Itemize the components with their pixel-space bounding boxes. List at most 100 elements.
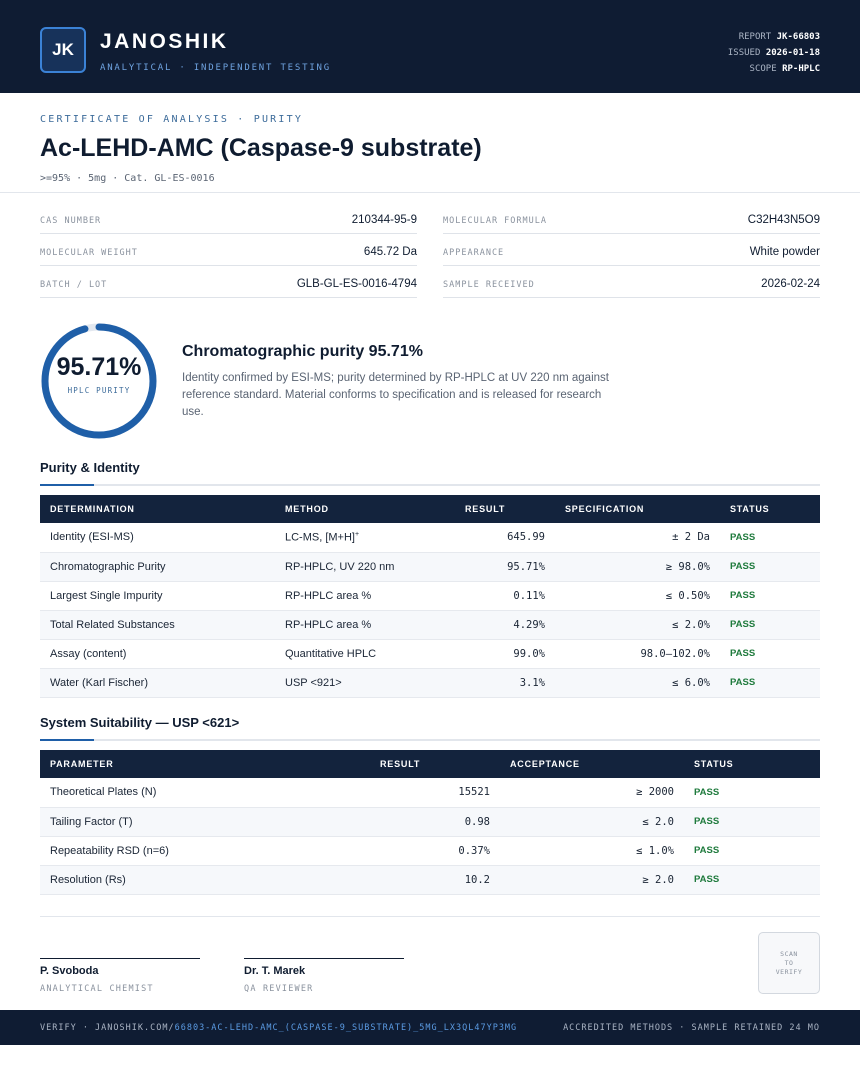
- signature-line: [244, 958, 404, 959]
- cell-spec: 98.0–102.0%: [555, 639, 720, 669]
- table-row: Water (Karl Fischer) USP <921> 3.1% ≤ 6.…: [40, 668, 820, 698]
- info-key: BATCH / LOT: [40, 280, 108, 290]
- verify-text: VERIFY · JANOSHIK.COM/66803-AC-LEHD-AMC_…: [40, 1023, 517, 1033]
- col-header: PARAMETER: [40, 750, 370, 778]
- report-label: REPORT: [738, 32, 772, 42]
- info-value: C32H43N5O9: [747, 214, 820, 226]
- info-value: 210344-95-9: [351, 214, 417, 226]
- table-row: Theoretical Plates (N) 15521 ≥ 2000 PASS: [40, 778, 820, 808]
- col-header: METHOD: [275, 495, 455, 523]
- cell-determination: Water (Karl Fischer): [40, 668, 275, 698]
- table-row: Total Related Substances RP-HPLC area % …: [40, 610, 820, 640]
- info-value: GLB-GL-ES-0016-4794: [296, 278, 417, 290]
- cell-spec: ≤ 6.0%: [555, 668, 720, 698]
- cell-acceptance: ≥ 2000: [500, 778, 684, 808]
- section-title-suitability: System Suitability — USP <621>: [40, 715, 240, 730]
- verify-prefix: VERIFY · JANOSHIK.COM/: [40, 1023, 175, 1033]
- verify-qr-placeholder[interactable]: SCAN TO VERIFY: [758, 932, 820, 994]
- section-rule-accent: [40, 739, 94, 741]
- cell-result: 3.1%: [455, 668, 555, 698]
- issued-label: ISSUED: [727, 48, 761, 58]
- gauge-arc: [41, 323, 157, 439]
- info-batch-lot: BATCH / LOT GLB-GL-ES-0016-4794: [40, 266, 417, 298]
- cell-method: RP-HPLC area %: [275, 581, 455, 611]
- table-header-row: DETERMINATION METHOD RESULT SPECIFICATIO…: [40, 495, 820, 523]
- product-subtitle: >=95% · 5mg · Cat. GL-ES-0016: [40, 173, 215, 184]
- col-header: STATUS: [720, 495, 820, 523]
- cell-determination: Assay (content): [40, 639, 275, 669]
- cell-result: 95.71%: [455, 552, 555, 582]
- status-badge: PASS: [720, 610, 820, 640]
- method-superscript: +: [354, 530, 360, 538]
- section-rule: [40, 739, 820, 741]
- info-value: 2026-02-24: [761, 278, 820, 290]
- table-row: Chromatographic Purity RP-HPLC, UV 220 n…: [40, 552, 820, 582]
- status-badge: PASS: [720, 668, 820, 698]
- brand-name: JANOSHIK: [100, 30, 229, 53]
- gauge-value: 95.71%: [56, 353, 142, 381]
- table-row: Largest Single Impurity RP-HPLC area % 0…: [40, 581, 820, 611]
- scope-value: RP-HPLC: [782, 64, 820, 74]
- status-badge: PASS: [720, 581, 820, 611]
- info-key: APPEARANCE: [443, 248, 505, 258]
- signatory-name: Dr. T. Marek: [244, 965, 306, 977]
- logo-mark: JK: [40, 27, 86, 73]
- table-row: Assay (content) Quantitative HPLC 99.0% …: [40, 639, 820, 669]
- col-header: DETERMINATION: [40, 495, 275, 523]
- info-molecular-formula: MOLECULAR FORMULA C32H43N5O9: [443, 202, 820, 234]
- verify-link[interactable]: 66803-AC-LEHD-AMC_(CASPASE-9_SUBSTRATE)_…: [174, 1023, 518, 1033]
- issued-date: 2026-01-18: [765, 48, 820, 58]
- info-sample-received: SAMPLE RECEIVED 2026-02-24: [443, 266, 820, 298]
- cell-spec: ≤ 2.0%: [555, 610, 720, 640]
- cell-parameter: Theoretical Plates (N): [40, 778, 370, 808]
- cell-result: 645.99: [455, 523, 555, 553]
- cell-result: 0.98: [370, 807, 500, 837]
- table-row: Repeatability RSD (n=6) 0.37% ≤ 1.0% PAS…: [40, 836, 820, 866]
- status-badge: PASS: [684, 778, 820, 808]
- col-header: STATUS: [684, 750, 820, 778]
- cell-result: 4.29%: [455, 610, 555, 640]
- signature-line: [40, 958, 200, 959]
- cell-method: LC-MS, [M+H]+: [275, 523, 455, 553]
- status-badge: PASS: [684, 865, 820, 895]
- col-header: RESULT: [370, 750, 500, 778]
- cell-acceptance: ≥ 2.0: [500, 865, 684, 895]
- cell-determination: Total Related Substances: [40, 610, 275, 640]
- cell-determination: Chromatographic Purity: [40, 552, 275, 582]
- section-title-purity: Purity & Identity: [40, 460, 140, 475]
- cell-parameter: Resolution (Rs): [40, 865, 370, 895]
- cell-spec: ≤ 0.50%: [555, 581, 720, 611]
- col-header: RESULT: [455, 495, 555, 523]
- footer-bar: VERIFY · JANOSHIK.COM/66803-AC-LEHD-AMC_…: [0, 1010, 860, 1045]
- info-key: CAS NUMBER: [40, 216, 102, 226]
- purity-gauge: [41, 323, 157, 439]
- cell-determination: Identity (ESI-MS): [40, 523, 275, 553]
- page-title: Ac-LEHD-AMC (Caspase-9 substrate): [40, 134, 482, 162]
- cell-acceptance: ≤ 1.0%: [500, 836, 684, 866]
- signature-divider: [40, 916, 820, 917]
- certificate-label: CERTIFICATE OF ANALYSIS · PURITY: [40, 114, 304, 125]
- report-meta: REPORT JK-66803 ISSUED 2026-01-18 SCOPE …: [728, 29, 820, 77]
- status-badge: PASS: [720, 639, 820, 669]
- cell-result: 99.0%: [455, 639, 555, 669]
- purity-table: DETERMINATION METHOD RESULT SPECIFICATIO…: [40, 495, 820, 698]
- purity-description: Identity confirmed by ESI-MS; purity det…: [182, 372, 609, 418]
- info-value: White powder: [749, 246, 820, 258]
- method-text: LC-MS, [M+H]: [285, 531, 355, 544]
- info-key: MOLECULAR WEIGHT: [40, 248, 138, 258]
- status-badge: PASS: [720, 552, 820, 582]
- signatory-role: QA REVIEWER: [244, 984, 314, 994]
- gauge-label: HPLC PURITY: [67, 386, 131, 395]
- info-value: 645.72 Da: [363, 246, 417, 258]
- cell-method: Quantitative HPLC: [275, 639, 455, 669]
- status-badge: PASS: [684, 836, 820, 866]
- status-badge: PASS: [684, 807, 820, 837]
- info-key: SAMPLE RECEIVED: [443, 280, 535, 290]
- cell-method: RP-HPLC area %: [275, 610, 455, 640]
- info-cas-number: CAS NUMBER 210344-95-9: [40, 202, 417, 234]
- col-header: SPECIFICATION: [555, 495, 720, 523]
- qr-text: TO: [784, 958, 794, 967]
- signatory-role: ANALYTICAL CHEMIST: [40, 984, 154, 994]
- cell-result: 0.37%: [370, 836, 500, 866]
- cell-result: 15521: [370, 778, 500, 808]
